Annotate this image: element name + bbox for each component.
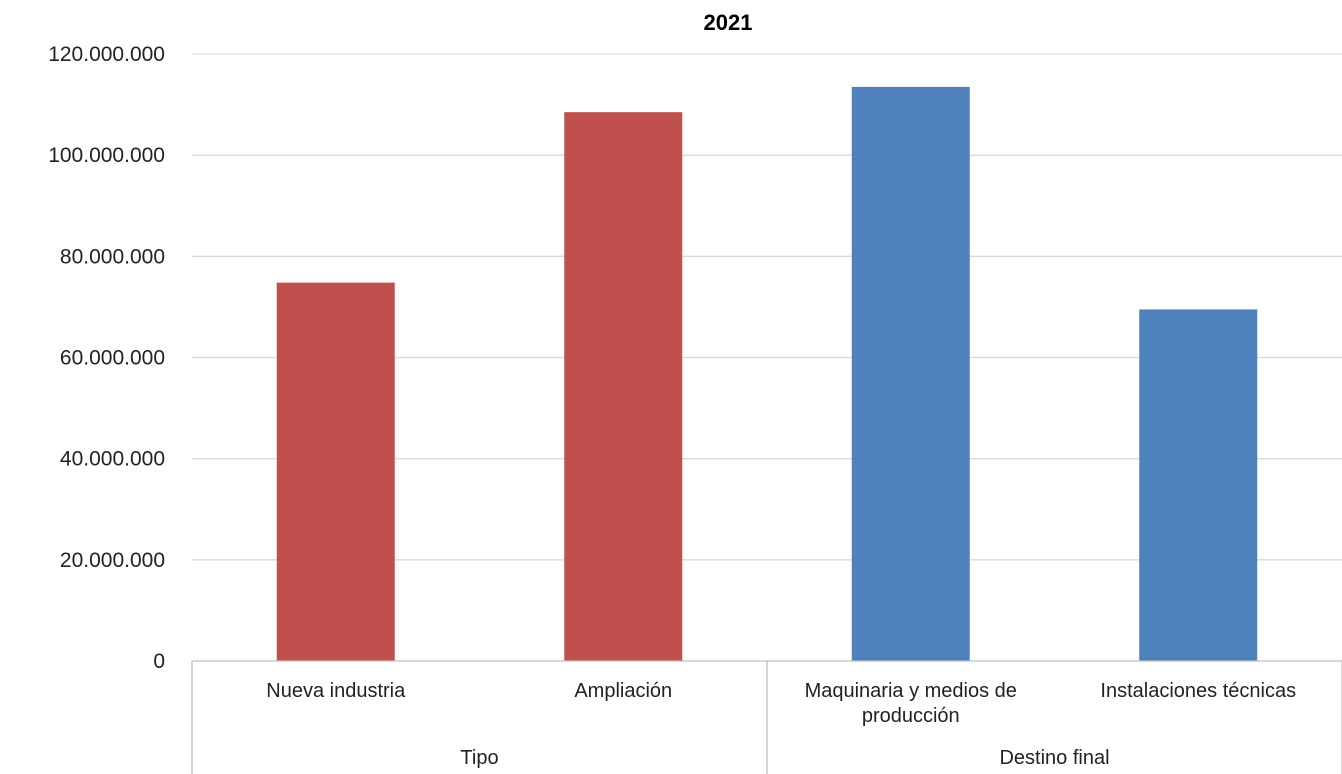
category-label: Nueva industria bbox=[266, 680, 406, 702]
y-tick-label: 120.000.000 bbox=[48, 43, 165, 66]
y-tick-label: 20.000.000 bbox=[60, 549, 165, 572]
chart-title: 2021 bbox=[704, 10, 753, 35]
category-labels: Nueva industria Ampliación Maquinaria y me… bbox=[266, 680, 1296, 727]
category-label: Ampliación bbox=[574, 680, 672, 702]
group-labels: Tipo Destino final bbox=[460, 747, 1109, 769]
bar bbox=[276, 282, 395, 661]
y-tick-label: 40.000.000 bbox=[60, 448, 165, 471]
y-axis-tick-labels: 0 20.000.000 40.000.000 60.000.000 80.000.00… bbox=[48, 43, 165, 673]
bars bbox=[276, 86, 1258, 662]
bar bbox=[564, 112, 683, 661]
bar bbox=[1139, 309, 1258, 661]
category-label: producción bbox=[862, 705, 960, 727]
y-tick-label: 0 bbox=[153, 650, 165, 673]
y-tick-label: 60.000.000 bbox=[60, 347, 165, 370]
y-tick-label: 100.000.000 bbox=[48, 144, 165, 167]
category-label: Instalaciones técnicas bbox=[1100, 680, 1296, 702]
group-label: Destino final bbox=[999, 747, 1109, 769]
axes bbox=[191, 660, 1342, 774]
bar bbox=[851, 86, 970, 662]
category-label: Maquinaria y medios de bbox=[805, 680, 1017, 702]
group-label: Tipo bbox=[460, 747, 498, 769]
y-tick-label: 80.000.000 bbox=[60, 245, 165, 268]
